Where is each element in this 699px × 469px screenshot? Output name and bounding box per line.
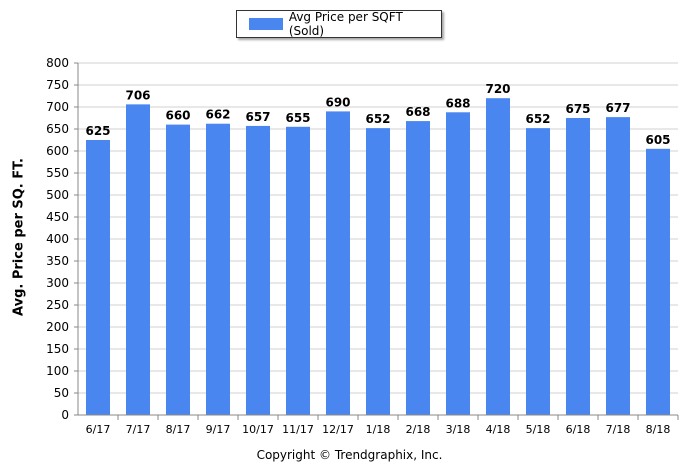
data-label: 657 <box>245 110 270 124</box>
bar <box>406 121 430 415</box>
bars <box>86 98 670 416</box>
y-tick-label: 50 <box>54 386 69 400</box>
x-tick-label: 10/17 <box>242 423 274 436</box>
y-tick-label: 750 <box>46 78 69 92</box>
y-tick-label: 0 <box>61 408 69 422</box>
bar <box>286 126 310 416</box>
y-tick-label: 300 <box>46 276 69 290</box>
y-tick-label: 200 <box>46 320 69 334</box>
data-label: 655 <box>285 111 310 125</box>
data-label: 688 <box>445 96 470 110</box>
bar <box>446 112 470 415</box>
legend: Avg Price per SQFT (Sold) <box>236 10 442 38</box>
data-label: 706 <box>125 88 150 102</box>
x-tick-label: 8/17 <box>166 423 191 436</box>
data-label: 662 <box>205 108 230 122</box>
y-axis-label: Avg. Price per SQ. FT. <box>11 158 27 316</box>
data-label: 675 <box>565 102 590 116</box>
bar <box>646 148 670 416</box>
bar <box>326 111 350 416</box>
x-axis-ticks: 6/17 7/17 8/17 9/17 10/17 11/17 12/17 1/18 2/18 3… <box>86 415 679 436</box>
axes <box>77 63 678 416</box>
y-tick-label: 400 <box>46 232 69 246</box>
bar <box>566 118 590 415</box>
data-label: 652 <box>365 112 390 126</box>
data-label: 605 <box>645 133 670 147</box>
y-tick-label: 250 <box>46 298 69 312</box>
bar <box>606 117 630 416</box>
data-label: 690 <box>325 95 350 109</box>
data-label: 625 <box>85 124 110 138</box>
bar <box>86 140 110 415</box>
y-tick-label: 450 <box>46 210 69 224</box>
x-tick-label: 3/18 <box>446 423 471 436</box>
y-tick-label: 700 <box>46 100 69 114</box>
bar <box>486 98 510 415</box>
x-tick-label: 9/17 <box>206 423 231 436</box>
x-tick-label: 7/17 <box>126 423 151 436</box>
x-tick-label: 5/18 <box>526 423 551 436</box>
legend-swatch <box>249 18 283 30</box>
y-axis-ticks: 0 50 100 150 200 250 300 350 400 450 500 550 600 650 7… <box>46 56 78 422</box>
bar <box>366 128 390 415</box>
bar <box>166 124 190 415</box>
x-tick-label: 6/17 <box>86 423 111 436</box>
bar <box>126 104 150 416</box>
x-tick-label: 12/17 <box>322 423 354 436</box>
x-tick-label: 11/17 <box>282 423 314 436</box>
bar <box>246 125 270 416</box>
data-label: 660 <box>165 109 190 123</box>
y-tick-label: 100 <box>46 364 69 378</box>
x-tick-label: 8/18 <box>646 423 671 436</box>
y-tick-label: 150 <box>46 342 69 356</box>
copyright-text: Copyright © Trendgraphix, Inc. <box>256 448 443 462</box>
y-tick-label: 500 <box>46 188 69 202</box>
data-label: 720 <box>485 82 510 96</box>
y-tick-label: 650 <box>46 122 69 136</box>
y-tick-label: 550 <box>46 166 69 180</box>
bar <box>526 128 550 415</box>
x-tick-label: 4/18 <box>486 423 511 436</box>
y-tick-label: 600 <box>46 144 69 158</box>
x-tick-label: 1/18 <box>366 423 391 436</box>
data-label: 652 <box>525 112 550 126</box>
data-labels: 625 706 660 662 657 655 690 652 668 688 720 652 675 6… <box>85 82 670 147</box>
bar <box>206 123 230 415</box>
data-label: 677 <box>605 101 630 115</box>
legend-label: Avg Price per SQFT (Sold) <box>288 10 403 38</box>
y-tick-label: 800 <box>46 56 69 70</box>
x-tick-label: 7/18 <box>606 423 631 436</box>
data-label: 668 <box>405 105 430 119</box>
y-tick-label: 350 <box>46 254 69 268</box>
x-tick-label: 2/18 <box>406 423 431 436</box>
x-tick-label: 6/18 <box>566 423 591 436</box>
